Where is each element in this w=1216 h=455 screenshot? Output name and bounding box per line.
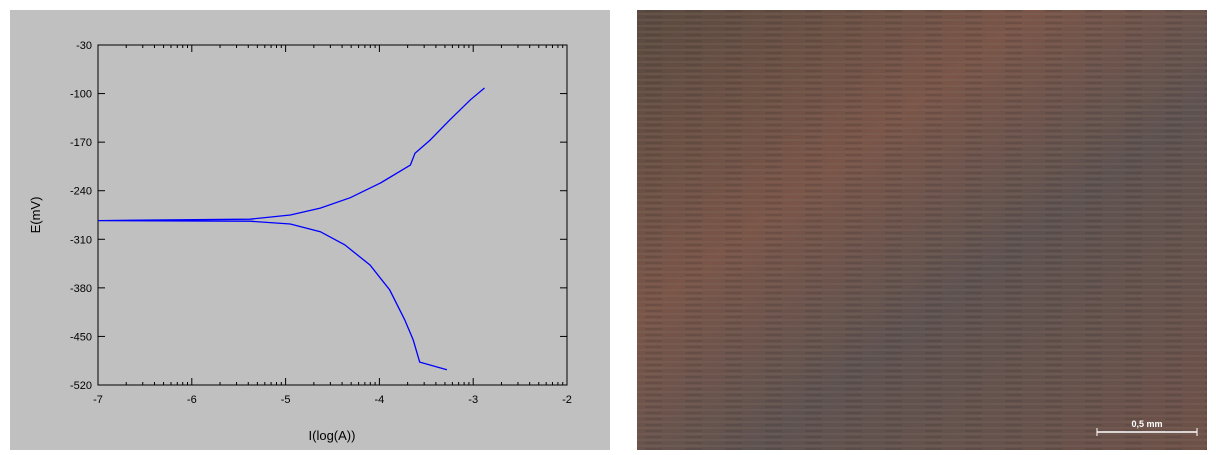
micrograph-texture [637,10,1207,450]
y-tick-label: -520 [70,380,92,392]
x-tick-label: -3 [468,394,478,406]
x-tick-label: -7 [93,394,103,406]
data-line [97,87,485,371]
plot-area: -7 -6 -5 -4 -3 -2 -30 -100 -170 -240 -310 -380 -450 -… [70,40,572,406]
x-axis-label: I(log(A)) [309,428,356,443]
y-tick-label: -100 [70,89,92,101]
y-tick-label: -30 [76,40,92,52]
x-tick-label: -4 [375,394,385,406]
y-axis-label: E(mV) [28,197,43,234]
y-tick-label: -240 [70,186,92,198]
x-tick-label: -2 [562,394,572,406]
y-tick-label: -380 [70,283,92,295]
x-tick-label: -5 [281,394,291,406]
chart-panel [10,10,610,450]
plot-frame [97,44,568,386]
y-tick-label: -170 [70,137,92,149]
y-tick-label: -310 [70,234,92,246]
scale-label: 0,5 mm [1131,419,1162,429]
y-tick-label: -450 [70,331,92,343]
x-tick-label: -6 [187,394,197,406]
